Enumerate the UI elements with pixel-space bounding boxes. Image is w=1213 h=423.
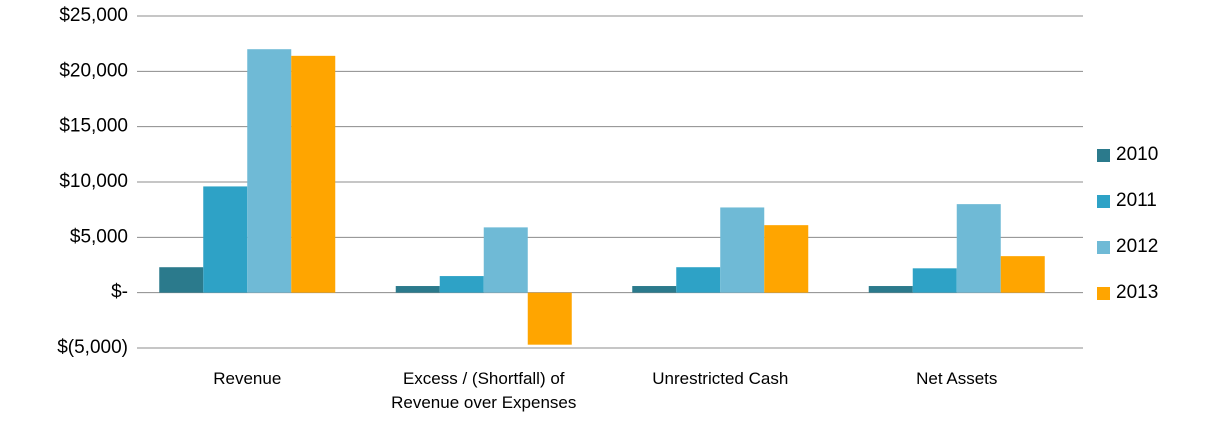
y-tick-label: $25,000 [59, 5, 128, 26]
y-tick-label: $(5,000) [57, 337, 128, 358]
x-tick-label: Net Assets [916, 369, 998, 388]
y-tick-label: $15,000 [59, 116, 128, 137]
legend-label: 2011 [1116, 190, 1157, 211]
x-tick-label: Excess / (Shortfall) of Revenue over Exp… [391, 369, 577, 412]
bar [527, 292, 572, 345]
bar [1000, 256, 1045, 293]
bar [764, 225, 809, 293]
bar [439, 276, 484, 293]
bar [291, 55, 336, 293]
y-tick-label: $20,000 [59, 60, 128, 81]
legend-label: 2013 [1116, 282, 1158, 303]
legend-swatch [1097, 241, 1110, 254]
bar [868, 286, 913, 293]
bar [676, 267, 721, 293]
bar [632, 286, 677, 293]
legend-swatch [1097, 195, 1110, 208]
y-tick-label: $10,000 [59, 171, 128, 192]
bar [956, 204, 1001, 293]
x-tick-label: Unrestricted Cash [652, 369, 789, 388]
x-tick-label: Revenue [213, 369, 282, 388]
bar [247, 49, 292, 293]
y-tick-label: $5,000 [70, 226, 128, 247]
bar [203, 186, 248, 293]
bar [159, 267, 204, 293]
bar [912, 268, 957, 293]
legend-swatch [1097, 287, 1110, 300]
bar [720, 207, 765, 293]
legend-label: 2012 [1116, 236, 1158, 257]
bar [483, 227, 528, 293]
bar [395, 286, 440, 293]
legend-label: 2010 [1116, 144, 1158, 165]
legend-swatch [1097, 149, 1110, 162]
y-tick-label: $- [111, 282, 128, 303]
